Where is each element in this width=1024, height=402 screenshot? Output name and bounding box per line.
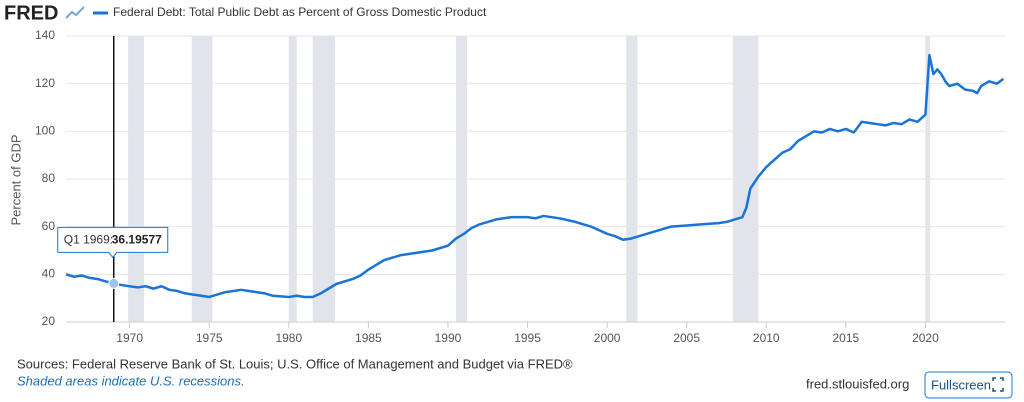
- hover-marker: [108, 277, 120, 289]
- y-axis-label: Percent of GDP: [8, 134, 23, 225]
- button-frame[interactable]: [924, 371, 1013, 399]
- logo: FRED: [4, 2, 58, 24]
- y-tick-label: 80: [42, 171, 56, 185]
- x-tick-label: 1980: [275, 331, 302, 345]
- recession-note: Shaded areas indicate U.S. recessions.: [17, 373, 245, 388]
- site-link[interactable]: fred.stlouisfed.org: [806, 376, 909, 391]
- x-tick-label: 1995: [514, 331, 541, 345]
- x-tick-label: 1985: [355, 331, 382, 345]
- x-tick-label: 1975: [196, 331, 223, 345]
- logo-icon: [65, 6, 85, 19]
- tooltip-value: 36.19577: [112, 233, 162, 247]
- x-tick-label: 2000: [594, 331, 621, 345]
- legend-label: Federal Debt: Total Public Debt as Perce…: [113, 5, 487, 19]
- tooltip-box: [57, 226, 169, 259]
- sources: Sources: Federal Reserve Bank of St. Lou…: [17, 356, 573, 371]
- y-tick-label: 100: [35, 124, 55, 138]
- x-tick-label: 2005: [673, 331, 700, 345]
- y-tick-label: 20: [42, 314, 56, 328]
- y-tick-label: 140: [35, 28, 55, 42]
- button-icon[interactable]: [992, 377, 1004, 392]
- series-line: [65, 53, 1005, 299]
- button-label[interactable]: Fullscreen: [931, 377, 991, 392]
- fullscreen-button[interactable]: Fullscreen: [924, 371, 1013, 399]
- x-tick-label: 2015: [832, 331, 859, 345]
- y-tick-label: 60: [42, 219, 56, 233]
- x-tick-label: 2020: [912, 331, 939, 345]
- x-tick-label: 2010: [753, 331, 780, 345]
- x-tick-label: 1990: [435, 331, 462, 345]
- y-tick-label: 40: [42, 267, 56, 281]
- plot-area: 20 40 60 80 100 120 140 1970 1975 1980 1985 1990 199…: [35, 28, 1005, 345]
- tooltip-label: Q1 1969:: [64, 233, 113, 247]
- x-tick-label: 1970: [116, 331, 143, 345]
- y-tick-label: 120: [35, 76, 55, 90]
